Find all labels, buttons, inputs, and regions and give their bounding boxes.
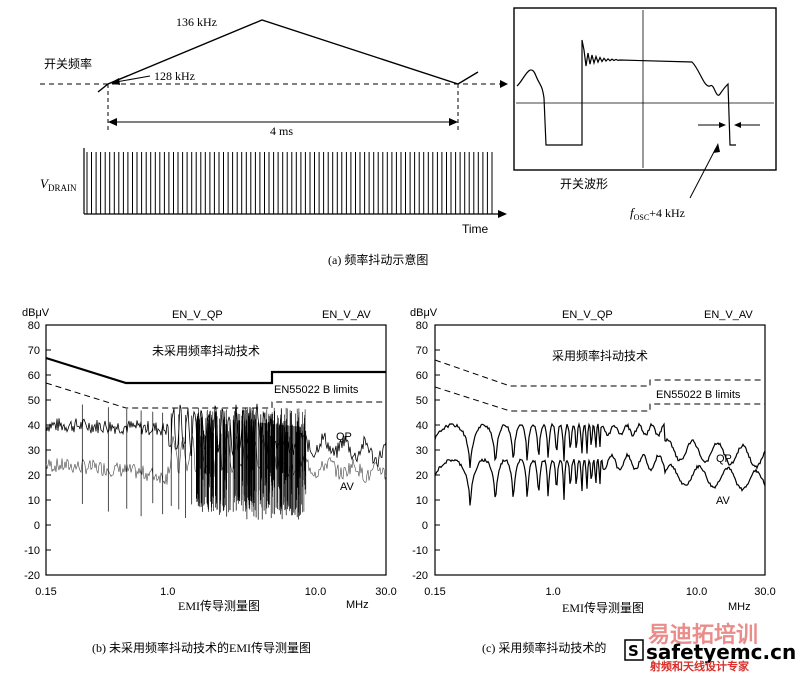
pulse-train (86, 152, 493, 214)
watermark-logo-letter: S (628, 642, 639, 660)
y-tick-label: 70 (416, 345, 428, 357)
fosc-pointer (689, 147, 717, 199)
plot-c-qp-label: QP (716, 453, 732, 465)
x-tick-label: 0.15 (35, 586, 56, 598)
y-tick-label: -20 (24, 570, 40, 582)
watermark-logo-box (624, 639, 644, 661)
plot-c-av-limit (434, 386, 765, 412)
x-tick-label: 30.0 (754, 586, 775, 598)
x-tick-label: 1.0 (546, 586, 561, 598)
period-label: 4 ms (270, 124, 293, 138)
plot-b-x-ticks: 0.15 1.0 10.0 30.0 (35, 586, 396, 598)
plot-b-y-ticks: 80 70 60 50 40 30 20 10 0 -10 -20 (24, 320, 51, 582)
plot-b-xtitle: EMI传导测量图 (178, 598, 260, 613)
plot-c-limits-label: EN55022 B limits (656, 389, 741, 401)
y-tick-label: 80 (28, 320, 40, 332)
y-tick-label: 20 (28, 470, 40, 482)
y-tick-label: 0 (34, 520, 40, 532)
plot-b-note: 未采用频率抖动技术 (152, 343, 260, 358)
jitter-arrowhead-left (719, 122, 726, 128)
period-arrow-right (449, 118, 458, 126)
plot-b-av-label: AV (340, 481, 355, 493)
y-tick-label: 50 (28, 395, 40, 407)
vdrain-label: VDRAIN (40, 176, 77, 193)
plot-c-xunit: MHz (728, 601, 751, 613)
f-high-label: 136 kHz (176, 15, 217, 29)
fosc-pointer-head (713, 143, 720, 153)
y-tick-label: 20 (416, 470, 428, 482)
y-tick-label: 10 (28, 495, 40, 507)
plot-b-qp-trace (45, 403, 387, 468)
plot-c-qp-limit (434, 359, 765, 387)
freq-label: 开关频率 (44, 56, 92, 71)
y-tick-label: 0 (422, 520, 428, 532)
watermark-brand: 易迪拓培训 (648, 622, 758, 648)
y-tick-label: 60 (28, 370, 40, 382)
plot-c-limit-av: EN_V_AV (704, 309, 753, 321)
plot-c-qp-trace (434, 422, 766, 470)
caption-a: (a) 频率抖动示意图 (328, 252, 428, 267)
time-arrow (498, 210, 507, 218)
f-low-pointer (115, 75, 151, 83)
watermark-site: safetyemc.cn (646, 640, 796, 664)
y-tick-label: -10 (412, 545, 428, 557)
plot-b-qp-limit (45, 356, 386, 385)
plot-b-limit-av: EN_V_AV (322, 309, 371, 321)
scope-frame (513, 7, 777, 171)
plot-c-ylabel: dBμV (410, 307, 438, 319)
y-tick-label: 40 (28, 420, 40, 432)
fosc-label: fOSC+4 kHz (630, 205, 685, 222)
plot-b-av-limit (45, 382, 386, 409)
y-tick-label: 30 (416, 445, 428, 457)
plot-c-note: 采用频率抖动技术 (552, 348, 648, 363)
frequency-triangle (97, 19, 479, 93)
jitter-arrowhead-right (734, 122, 741, 128)
time-label: Time (462, 222, 489, 236)
x-tick-label: 10.0 (686, 586, 707, 598)
plot-c-limit-qp: EN_V_QP (562, 309, 613, 321)
f-low-label: 128 kHz (154, 69, 195, 83)
x-tick-label: 30.0 (375, 586, 396, 598)
plot-b-qp-label: QP (336, 431, 352, 443)
caption-c: (c) 采用频率抖动技术的 (482, 640, 606, 655)
x-tick-label: 10.0 (305, 586, 326, 598)
y-tick-label: -20 (412, 570, 428, 582)
plot-b-limit-qp: EN_V_QP (172, 309, 223, 321)
plot-b-harmonic-spikes (81, 404, 307, 520)
y-tick-label: 10 (416, 495, 428, 507)
y-tick-label: 80 (416, 320, 428, 332)
y-tick-label: -10 (24, 545, 40, 557)
x-tick-label: 0.15 (424, 586, 445, 598)
plot-c-xtitle: EMI传导测量图 (562, 600, 644, 615)
y-tick-label: 30 (28, 445, 40, 457)
plot-c-av-trace (434, 452, 766, 506)
y-tick-label: 40 (416, 420, 428, 432)
caption-b: (b) 未采用频率抖动技术的EMI传导测量图 (92, 640, 311, 655)
watermark: S safetyemc.cn 易迪拓培训 射频和天线设计专家 (624, 622, 796, 673)
plot-c-x-ticks: 0.15 1.0 10.0 30.0 (424, 586, 775, 598)
plot-b-limits-label: EN55022 B limits (274, 384, 359, 396)
x-tick-label: 1.0 (160, 586, 175, 598)
baseline-arrow (500, 80, 508, 88)
y-tick-label: 70 (28, 345, 40, 357)
switching-waveform (516, 39, 736, 146)
y-tick-label: 50 (416, 395, 428, 407)
plot-b-ylabel: dBμV (22, 307, 50, 319)
scope-caption: 开关波形 (560, 177, 608, 191)
watermark-slogan: 射频和天线设计专家 (649, 659, 750, 673)
y-tick-label: 60 (416, 370, 428, 382)
plot-c-y-ticks: 80 70 60 50 40 30 20 10 0 -10 -20 (412, 320, 440, 582)
figure-a: 开关频率 136 kHz 128 kHz 4 ms VDRAIN Time 开关… (40, 7, 777, 267)
plot-b-xunit: MHz (346, 599, 369, 611)
plot-c-av-label: AV (716, 495, 731, 507)
f-low-pointer-head (110, 78, 120, 85)
period-arrow-left (108, 118, 117, 126)
